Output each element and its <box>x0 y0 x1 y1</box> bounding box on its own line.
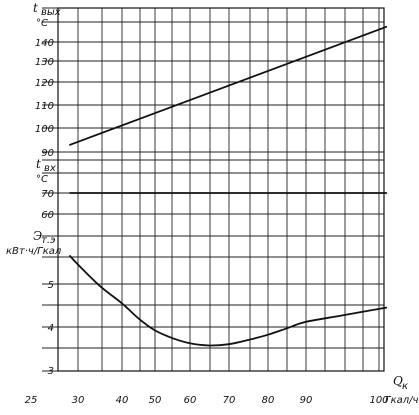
y-axis-unit: кВт·ч/Гкал <box>6 246 62 257</box>
y-tick-label: 110 <box>35 101 54 112</box>
x-axis-unit: Гкал/ч <box>385 395 419 406</box>
x-tick-label: 50 <box>149 395 162 406</box>
y-tick-label: 4 <box>48 323 54 334</box>
x-tick-label: 100 <box>369 395 388 406</box>
y-axis-label-symbol: t <box>36 157 41 171</box>
y-tick-label: 100 <box>35 124 54 135</box>
x-tick-label: 90 <box>300 395 313 406</box>
y-axis-label-sub: вых <box>41 7 61 18</box>
y-axis-unit: °C <box>36 18 48 29</box>
x-tick-label: 30 <box>72 395 85 406</box>
y-tick-label: 3 <box>48 366 54 377</box>
x-tick-label: 60 <box>184 395 197 406</box>
y-axis-label-sub: т.э <box>41 235 56 246</box>
y-axis-label-sub: вх <box>44 163 56 174</box>
y-tick-label: 90 <box>41 148 54 159</box>
x-tick-label: 25 <box>25 395 38 406</box>
y-tick-label: 70 <box>41 189 54 200</box>
y-tick-label: 5 <box>48 280 54 291</box>
curves <box>69 25 388 347</box>
grid <box>42 7 385 372</box>
series-line-panel-1 <box>69 25 388 146</box>
x-axis-label-sub: к <box>402 381 408 392</box>
x-tick-label: 70 <box>223 395 236 406</box>
y-tick-label: 60 <box>41 210 54 221</box>
x-tick-label: 40 <box>116 395 129 406</box>
y-axis-label-symbol: Э <box>33 229 42 243</box>
y-tick-label: 140 <box>35 38 54 49</box>
y-axis-label-symbol: t <box>33 1 38 15</box>
tick-labels: 140 130 120 110 100 90 70 60 5 4 3 25 30 40 50 60 70 80 90… <box>25 38 389 406</box>
x-axis-label-symbol: Q <box>393 374 403 388</box>
plot-frame <box>57 7 385 372</box>
x-tick-label: 80 <box>262 395 275 406</box>
y-tick-label: 120 <box>35 78 54 89</box>
y-tick-label: 130 <box>35 57 54 68</box>
y-axis-unit: °C <box>36 174 48 185</box>
series-line-panel-3 <box>69 255 388 347</box>
